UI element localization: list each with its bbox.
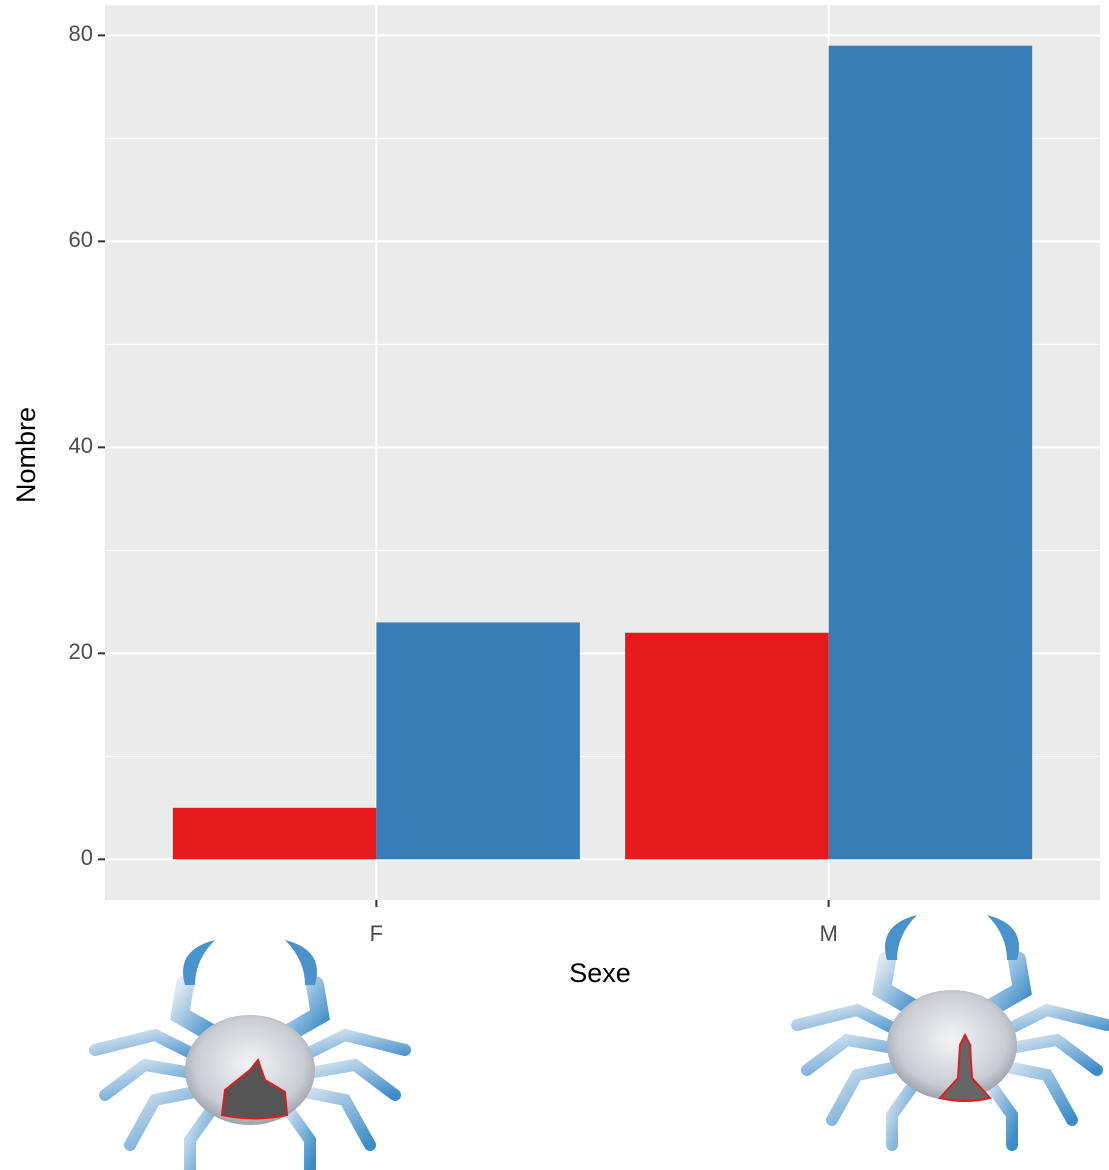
y-tick-label: 60 bbox=[69, 227, 93, 252]
y-axis-title: Nombre bbox=[11, 407, 41, 503]
female-crab bbox=[95, 940, 405, 1170]
bar bbox=[376, 622, 580, 860]
x-tick-label: M bbox=[819, 921, 837, 946]
male-abdomen bbox=[938, 1032, 992, 1102]
y-tick-label: 80 bbox=[69, 21, 93, 46]
x-axis-title: Sexe bbox=[569, 958, 631, 988]
y-tick-label: 20 bbox=[69, 639, 93, 664]
bar bbox=[172, 807, 377, 860]
female-abdomen bbox=[220, 1057, 289, 1120]
bar bbox=[625, 632, 829, 860]
y-tick-label: 40 bbox=[69, 433, 93, 458]
y-tick-label: 0 bbox=[81, 845, 93, 870]
bar bbox=[828, 45, 1033, 860]
male-crab bbox=[797, 915, 1107, 1145]
x-tick-label: F bbox=[370, 921, 383, 946]
